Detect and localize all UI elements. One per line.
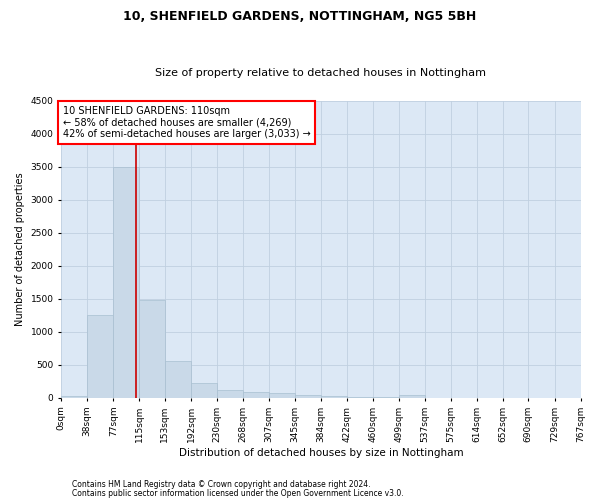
- X-axis label: Distribution of detached houses by size in Nottingham: Distribution of detached houses by size …: [179, 448, 463, 458]
- Title: Size of property relative to detached houses in Nottingham: Size of property relative to detached ho…: [155, 68, 487, 78]
- Bar: [113, 167, 139, 398]
- Text: 10, SHENFIELD GARDENS, NOTTINGHAM, NG5 5BH: 10, SHENFIELD GARDENS, NOTTINGHAM, NG5 5…: [124, 10, 476, 23]
- Text: 10 SHENFIELD GARDENS: 110sqm
← 58% of detached houses are smaller (4,269)
42% of: 10 SHENFIELD GARDENS: 110sqm ← 58% of de…: [62, 106, 310, 139]
- Bar: [87, 316, 113, 398]
- Y-axis label: Number of detached properties: Number of detached properties: [15, 172, 25, 326]
- Bar: [165, 361, 191, 398]
- Bar: [217, 390, 242, 398]
- Bar: [321, 396, 347, 398]
- Bar: [242, 392, 269, 398]
- Bar: [269, 394, 295, 398]
- Bar: [61, 396, 87, 398]
- Bar: [139, 300, 165, 398]
- Text: Contains HM Land Registry data © Crown copyright and database right 2024.: Contains HM Land Registry data © Crown c…: [72, 480, 371, 489]
- Text: Contains public sector information licensed under the Open Government Licence v3: Contains public sector information licen…: [72, 488, 404, 498]
- Bar: [191, 383, 217, 398]
- Bar: [399, 394, 425, 398]
- Bar: [295, 394, 321, 398]
- Bar: [347, 396, 373, 398]
